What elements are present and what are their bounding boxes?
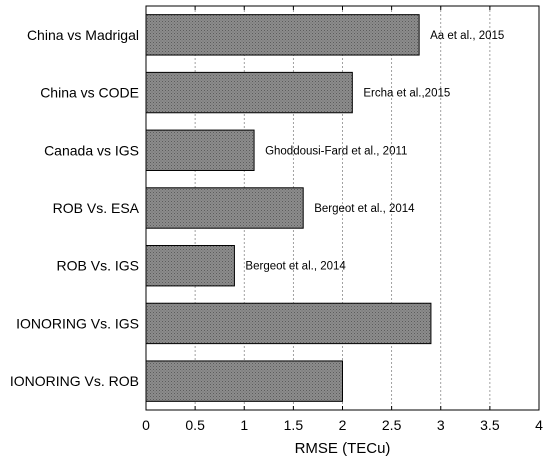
bar: [145, 187, 304, 229]
x-tick-label: 0: [142, 417, 150, 433]
category-label: IONORING Vs. IGS: [16, 315, 139, 331]
x-axis-title: RMSE (TECu): [295, 440, 391, 457]
category-label: ROB Vs. IGS: [57, 258, 139, 274]
category-labels: China vs Madrigal China vs CODE Canada vs …: [10, 27, 140, 389]
bar-annotation: Ghoddousi-Fard et al., 2011: [265, 145, 407, 157]
category-label: Canada vs IGS: [44, 142, 139, 158]
x-tick-label: 2: [339, 417, 347, 433]
bar: [145, 360, 343, 402]
bar: [145, 302, 432, 345]
bars: [145, 14, 432, 402]
bar: [145, 14, 420, 56]
x-axis-ticks: 0 0.5 1 1.5 2 2.5 3 3.5 4: [142, 6, 543, 433]
x-tick-label: 3.5: [480, 417, 500, 433]
bar: [145, 245, 235, 287]
category-label: China vs Madrigal: [27, 27, 139, 43]
bar-annotation: Ercha et al.,2015: [363, 88, 450, 100]
bar-annotation: Bergeot et al., 2014: [314, 203, 415, 215]
x-tick-label: 4: [535, 417, 543, 433]
bar: [145, 129, 255, 171]
plot-frame: [145, 5, 540, 411]
category-label: IONORING Vs. ROB: [10, 373, 139, 389]
bar-annotations: Aa et al., 2015 Ercha et al.,2015 Ghoddous…: [245, 30, 504, 273]
x-tick-label: 0.5: [185, 417, 205, 433]
category-label: China vs CODE: [40, 85, 139, 101]
bar-annotation: Aa et al., 2015: [430, 30, 504, 42]
x-tick-label: 2.5: [382, 417, 402, 433]
bar: [145, 71, 353, 114]
x-tick-label: 1: [240, 417, 248, 433]
category-label: ROB Vs. ESA: [53, 200, 140, 216]
x-tick-label: 3: [437, 417, 445, 433]
x-tick-label: 1.5: [284, 417, 304, 433]
bar-annotation: Bergeot et al., 2014: [245, 261, 346, 273]
